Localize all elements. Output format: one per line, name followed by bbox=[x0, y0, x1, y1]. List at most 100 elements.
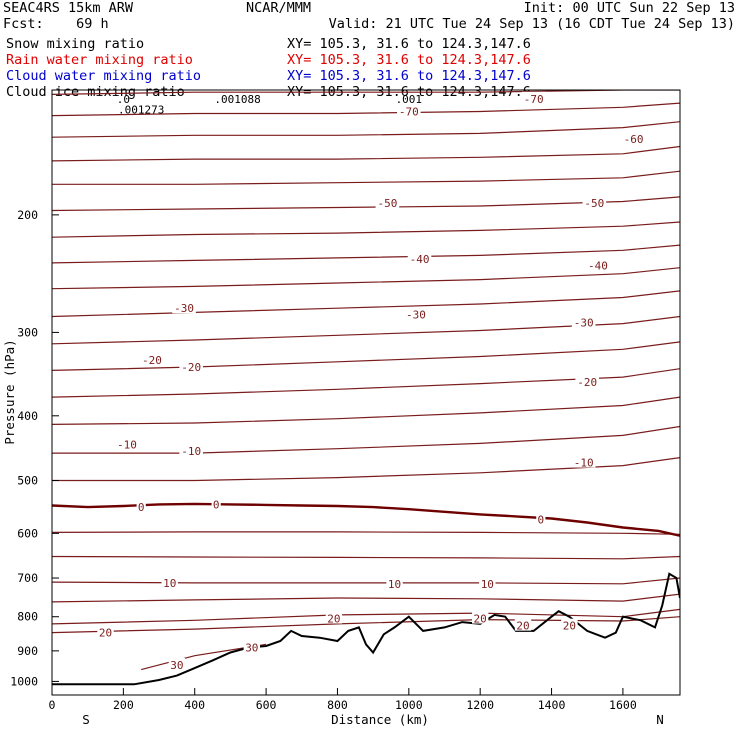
x-tick-label-2: 400 bbox=[184, 698, 205, 712]
contour-label-bg-4 bbox=[582, 196, 607, 209]
x-tick-label-5: 1000 bbox=[395, 698, 423, 712]
contour-label-10: -20 bbox=[142, 354, 162, 367]
isotherm-line-10 bbox=[52, 315, 680, 345]
contour-label-16: 0 bbox=[138, 501, 145, 514]
plot-area: -70 -70 -60 -50 -50 -40 -40 -30 -30 -30 -20 -20 -20 -… bbox=[10, 89, 681, 712]
contour-label-28: 30 bbox=[245, 642, 258, 655]
legend-xy-1: XY= 105.3, 31.6 to 124.3,147.6 bbox=[287, 52, 531, 68]
contour-label-bg-15 bbox=[571, 455, 596, 468]
legend-label-0: Snow mixing ratio bbox=[6, 36, 144, 52]
y-tick-label-1: 300 bbox=[17, 325, 38, 339]
y-tick-label-0: 200 bbox=[17, 208, 38, 222]
isotherm-line-0 bbox=[52, 90, 680, 95]
contour-label-bg-14 bbox=[179, 444, 203, 457]
contour-label-bg-13 bbox=[115, 437, 139, 450]
contour-label-23: 20 bbox=[327, 613, 340, 626]
contour-label-bg-12 bbox=[575, 375, 600, 388]
isotherm-line-20 bbox=[52, 608, 680, 625]
contour-label-bg-24 bbox=[471, 611, 489, 624]
isotherm-line-2 bbox=[52, 121, 680, 138]
x-axis-label: Distance (km) bbox=[331, 712, 429, 727]
isotherm-line-16 bbox=[52, 531, 680, 535]
contour-label-13: -10 bbox=[117, 439, 137, 452]
contour-label-2: -60 bbox=[624, 133, 644, 146]
contour-label-bg-9 bbox=[571, 315, 596, 328]
contour-label-17: 0 bbox=[213, 498, 220, 511]
valid-time: Valid: 21 UTC Tue 24 Sep 13 (16 CDT Tue … bbox=[329, 16, 735, 32]
isotherm-line-18 bbox=[52, 577, 680, 585]
contour-label-bg-1 bbox=[521, 91, 546, 104]
contour-label-14: -10 bbox=[181, 445, 201, 458]
contour-label-27: 30 bbox=[170, 659, 183, 672]
contour-label-3: -50 bbox=[377, 197, 397, 210]
init-time: Init: 00 UTC Sun 22 Sep 13 bbox=[524, 0, 735, 16]
isotherm-line-3 bbox=[52, 145, 680, 162]
freezing-level-line bbox=[52, 502, 680, 537]
isotherm-line-13 bbox=[52, 396, 680, 425]
contour-label-bg-6 bbox=[586, 258, 610, 271]
contour-label-bg-5 bbox=[407, 252, 432, 265]
contour-label-bg-8 bbox=[404, 307, 428, 320]
isotherm-line-19 bbox=[52, 593, 680, 603]
terrain-line bbox=[52, 572, 680, 686]
contour-label-bg-7 bbox=[172, 301, 196, 314]
contour-label-11: -20 bbox=[181, 361, 201, 374]
isotherm-line-4 bbox=[52, 170, 680, 185]
contour-label-24: 20 bbox=[474, 613, 487, 626]
contour-label-7: -30 bbox=[174, 302, 194, 315]
contour-label-12: -20 bbox=[577, 376, 597, 389]
y-tick-label-5: 700 bbox=[17, 571, 38, 585]
y-tick-label-3: 500 bbox=[17, 473, 38, 487]
y-tick-label-6: 800 bbox=[17, 610, 38, 624]
isotherm-line-21 bbox=[52, 616, 680, 634]
x-tick-label-4: 800 bbox=[327, 698, 348, 712]
contour-label-4: -50 bbox=[584, 197, 604, 210]
contour-label-bg-0 bbox=[397, 104, 421, 117]
contour-layer: -70 -70 -60 -50 -50 -40 -40 -30 -30 -30 -20 -20 -20 -… bbox=[52, 90, 680, 686]
legend-xy-0: XY= 105.3, 31.6 to 124.3,147.6 bbox=[287, 36, 531, 52]
legend: Snow mixing ratio XY= 105.3, 31.6 to 124.… bbox=[6, 36, 531, 100]
contour-label-26: 20 bbox=[563, 620, 576, 633]
isotherm-line-15 bbox=[52, 457, 680, 482]
top-label-1: .001088 bbox=[214, 93, 260, 106]
contour-label-bg-26 bbox=[561, 618, 578, 631]
y-tick-label-7: 900 bbox=[17, 644, 38, 658]
contour-label-bg-16 bbox=[136, 500, 146, 513]
contour-label-bg-19 bbox=[161, 575, 178, 588]
contour-label-25: 20 bbox=[516, 620, 529, 633]
y-tick-label-8: 1000 bbox=[10, 674, 38, 688]
isotherm-line-12 bbox=[52, 368, 680, 398]
x-tick-label-3: 600 bbox=[256, 698, 277, 712]
contour-label-bg-17 bbox=[211, 497, 221, 510]
contour-label-bg-28 bbox=[243, 640, 261, 653]
contour-label-bg-10 bbox=[140, 353, 164, 366]
y-tick-label-2: 400 bbox=[17, 409, 38, 423]
isotherm-line-8 bbox=[52, 267, 680, 290]
legend-xy-2: XY= 105.3, 31.6 to 124.3,147.6 bbox=[287, 68, 531, 84]
contour-label-18: 0 bbox=[538, 513, 545, 526]
contour-label-6: -40 bbox=[588, 259, 608, 272]
contour-label-bg-11 bbox=[179, 359, 203, 372]
south-endpoint: S bbox=[82, 712, 90, 727]
top-label-3: .001 bbox=[396, 93, 423, 106]
forecast-hour: Fcst: 69 h bbox=[3, 16, 109, 32]
x-tick-label-1: 200 bbox=[113, 698, 134, 712]
contour-label-19: 10 bbox=[163, 577, 176, 590]
contour-label-5: -40 bbox=[410, 253, 430, 266]
contour-label-8: -30 bbox=[406, 308, 426, 321]
contour-label-bg-23 bbox=[325, 611, 343, 624]
legend-label-3: Cloud ice mixing ratio bbox=[6, 84, 185, 100]
x-tick-label-0: 0 bbox=[49, 698, 56, 712]
contour-label-bg-20 bbox=[386, 577, 403, 590]
contour-label-bg-3 bbox=[375, 196, 400, 209]
contour-label-bg-2 bbox=[621, 132, 646, 145]
contour-label-bg-25 bbox=[514, 618, 532, 631]
contour-label-20: 10 bbox=[388, 578, 401, 591]
contour-label-9: -30 bbox=[574, 317, 594, 330]
contour-label-bg-27 bbox=[168, 658, 186, 671]
contour-label-21: 10 bbox=[481, 578, 494, 591]
contour-label-0: -70 bbox=[399, 105, 419, 118]
top-label-0: .001273 bbox=[118, 103, 164, 116]
x-tick-label-6: 1200 bbox=[466, 698, 494, 712]
